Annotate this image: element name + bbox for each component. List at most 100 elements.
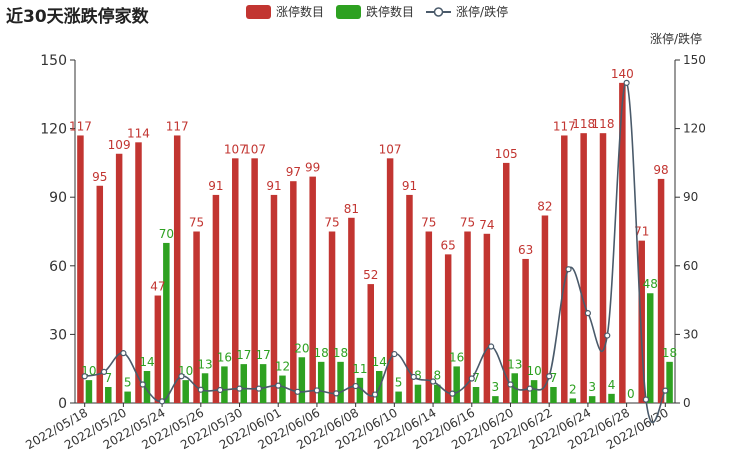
bar-limit-down [201,373,209,403]
bar-limit-down [337,361,344,403]
ratio-point [236,385,243,392]
bar-limit-up [251,158,258,403]
bar-limit-down [608,393,615,403]
data-label-limit-down: 5 [124,376,132,390]
bar-limit-up [367,284,374,403]
bar-limit-up [561,135,568,403]
ratio-point [333,390,340,397]
ratio-point [623,79,630,86]
ratio-point [178,373,185,380]
ratio-point [526,385,533,392]
y-left-tick-label: 30 [49,327,67,343]
data-label-limit-up: 114 [127,126,150,140]
data-label-limit-up: 52 [363,268,378,282]
bar-limit-down [143,370,151,403]
bar-limit-up [444,254,452,403]
bar-limit-down [530,380,538,403]
legend-label-limit-up: 涨停数目 [276,5,325,19]
bar-limit-up [406,194,413,403]
data-label-limit-up: 99 [305,161,320,175]
y-right-tick-label: 90 [683,190,698,204]
data-label-limit-up: 109 [108,138,131,152]
bar-limit-up [348,217,355,403]
data-label-limit-down: 5 [395,376,403,390]
data-label-limit-down: 8 [433,369,441,383]
bar-limit-down [356,377,364,403]
data-label-limit-up: 107 [224,142,247,156]
data-label-limit-down: 2 [569,382,577,396]
data-label-limit-up: 75 [460,216,475,230]
data-label-limit-down: 12 [275,360,290,374]
ratio-point [120,350,127,357]
y-right-tick-label: 120 [683,122,706,136]
y-left-tick-label: 0 [58,396,67,412]
data-label-limit-down: 16 [449,350,464,364]
legend-item-limit-down[interactable]: 跌停数目 [336,3,414,20]
y-right-tick-label: 30 [683,327,698,341]
legend-item-ratio[interactable]: 涨停/跌停 [426,3,508,20]
bar-limit-up [599,133,607,403]
y-right-tick-label: 150 [683,53,706,67]
bar-limit-up [193,231,200,403]
data-label-limit-down: 20 [294,341,309,355]
bar-limit-up [77,135,84,403]
data-label-limit-down: 3 [492,380,500,394]
legend-swatch-limit-down [336,4,362,19]
ratio-point [546,373,553,380]
data-label-limit-down: 13 [197,357,212,371]
data-label-limit-down: 13 [507,357,522,371]
bar-limit-down [588,396,596,403]
data-label-limit-down: 18 [314,346,329,360]
ratio-point [158,398,166,405]
data-label-limit-up: 91 [402,179,417,193]
data-label-limit-up: 140 [611,67,634,81]
ratio-point [642,396,650,403]
data-label-limit-down: 0 [627,387,635,401]
legend-item-limit-up[interactable]: 涨停数目 [246,3,324,20]
y-left-tick-label: 60 [49,259,67,275]
bar-limit-down [414,384,422,403]
bar-limit-up [270,194,278,403]
bar-limit-down [124,391,131,403]
data-label-limit-up: 117 [166,119,189,133]
data-label-limit-down: 11 [352,362,367,376]
y-right-tick-label: 0 [683,396,691,410]
ratio-point [352,382,359,390]
data-label-limit-down: 17 [236,348,251,362]
data-label-limit-up: 91 [208,179,223,193]
y-left-tick-label: 150 [40,53,67,69]
bar-limit-down [550,386,557,403]
data-label-limit-up: 98 [653,163,668,177]
bar-limit-down [85,380,93,403]
bar-limit-down [666,361,673,403]
data-label-limit-up: 75 [189,216,204,230]
bar-limit-up [154,295,162,403]
bar-limit-down [434,384,441,403]
bar-limit-down [105,386,112,403]
ratio-point [488,343,495,350]
data-label-limit-down: 7 [550,371,558,385]
y-right-axis-label: 涨停/跌停 [650,31,702,46]
legend-swatch-limit-up [246,4,271,19]
data-label-limit-down: 7 [472,371,480,385]
ratio-point [255,385,262,392]
bar-limit-up [135,142,142,403]
data-label-limit-down: 4 [608,378,616,392]
data-label-limit-up: 47 [150,280,165,294]
bar-limit-up [96,185,104,403]
ratio-point [449,390,456,397]
ratio-point [81,373,88,380]
data-label-limit-down: 17 [255,348,270,362]
bar-limit-up [638,240,645,403]
data-label-limit-down: 70 [159,227,174,241]
bar-limit-up [541,215,549,403]
ratio-point [410,373,417,381]
bar-limit-up [212,194,220,403]
data-label-limit-down: 14 [139,355,154,369]
y-left-tick-label: 90 [49,190,67,206]
bar-limit-up [580,133,587,403]
bar-limit-down [453,366,460,403]
data-label-limit-up: 117 [553,119,576,133]
